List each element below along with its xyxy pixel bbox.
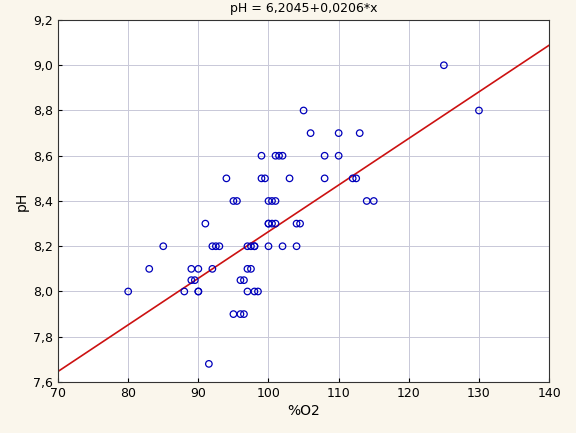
Point (247, 265, 256, 272)
Point (158, 243, 168, 250)
Point (348, 175, 357, 182)
Point (285, 175, 294, 182)
Point (306, 129, 315, 136)
Point (243, 288, 252, 295)
Point (240, 310, 249, 317)
Point (194, 265, 203, 272)
Point (187, 265, 196, 272)
Point (351, 175, 361, 182)
Point (204, 360, 214, 367)
Point (187, 277, 196, 284)
Point (194, 288, 203, 295)
Point (334, 129, 343, 136)
Point (355, 129, 364, 136)
Point (369, 197, 378, 204)
Point (190, 277, 199, 284)
Point (243, 265, 252, 272)
Point (211, 243, 221, 250)
Point (271, 220, 280, 227)
Point (264, 220, 273, 227)
Point (247, 243, 256, 250)
Point (320, 175, 329, 182)
Point (362, 197, 372, 204)
Point (236, 277, 245, 284)
Point (295, 220, 305, 227)
Point (334, 152, 343, 159)
Point (257, 175, 266, 182)
Point (267, 220, 276, 227)
Point (208, 265, 217, 272)
Point (208, 243, 217, 250)
Point (292, 243, 301, 250)
Point (229, 310, 238, 317)
Point (439, 62, 449, 69)
Point (124, 288, 133, 295)
Point (257, 152, 266, 159)
Point (271, 197, 280, 204)
X-axis label: %O2: %O2 (287, 404, 320, 418)
Point (274, 152, 283, 159)
Point (264, 243, 273, 250)
Point (292, 220, 301, 227)
Point (215, 243, 224, 250)
Point (267, 197, 276, 204)
Point (278, 152, 287, 159)
Y-axis label: pH: pH (15, 191, 29, 210)
Point (278, 243, 287, 250)
Point (232, 197, 241, 204)
Point (253, 288, 263, 295)
Point (240, 277, 249, 284)
Point (180, 288, 189, 295)
Point (201, 220, 210, 227)
Point (299, 107, 308, 114)
Point (475, 107, 484, 114)
Point (264, 220, 273, 227)
Point (145, 265, 154, 272)
Point (243, 243, 252, 250)
Point (250, 243, 259, 250)
Point (236, 310, 245, 317)
Point (260, 175, 270, 182)
Point (250, 243, 259, 250)
Point (271, 152, 280, 159)
Point (194, 288, 203, 295)
Title: Wykres rozrzutu   pH względem %O2
ppk S, r=0,74
pH = 6,2045+0,0206*x: Wykres rozrzutu pH względem %O2 ppk S, r… (188, 0, 419, 15)
Point (320, 152, 329, 159)
Point (264, 197, 273, 204)
Point (229, 197, 238, 204)
Point (222, 175, 231, 182)
Point (250, 288, 259, 295)
